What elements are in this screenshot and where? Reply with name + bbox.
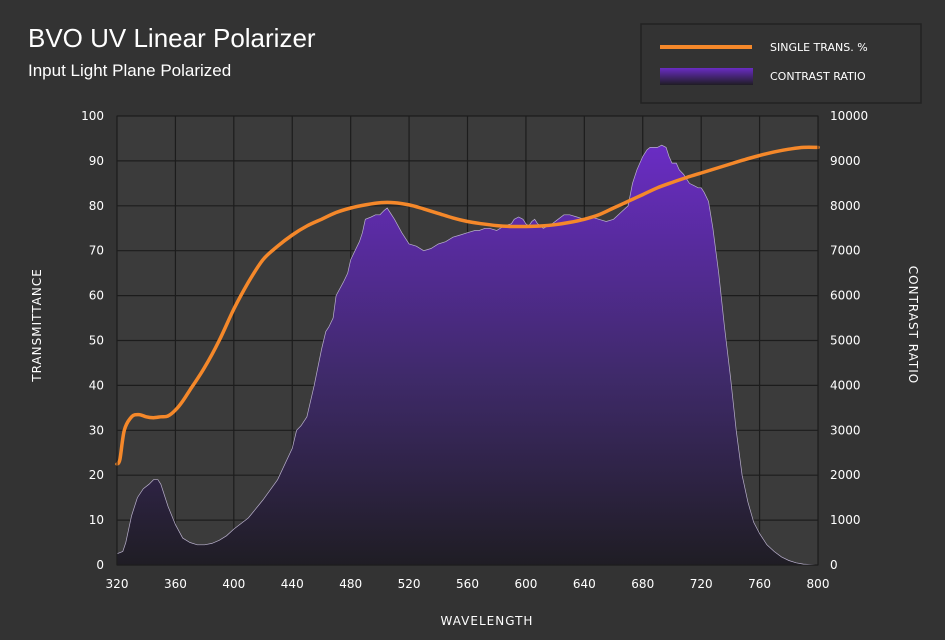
y2-tick-label: 4000 <box>830 378 861 392</box>
x-tick-label: 600 <box>514 577 537 591</box>
chart-subtitle: Input Light Plane Polarized <box>28 61 231 80</box>
x-tick-label: 800 <box>807 577 830 591</box>
y-tick-label: 90 <box>89 154 104 168</box>
y2-axis-title: CONTRAST RATIO <box>906 266 920 384</box>
x-axis-ticks: 320 360 400 440 480 520 560 600 640 680 720 760 800 <box>106 577 830 591</box>
x-tick-label: 640 <box>573 577 596 591</box>
x-tick-label: 720 <box>690 577 713 591</box>
y2-tick-label: 2000 <box>830 468 861 482</box>
y2-tick-label: 3000 <box>830 423 861 437</box>
y-tick-label: 0 <box>96 558 104 572</box>
y2-tick-label: 8000 <box>830 199 861 213</box>
legend-box <box>640 23 922 104</box>
y-tick-label: 80 <box>89 199 104 213</box>
legend-contrast-swatch <box>660 68 753 85</box>
y2-tick-label: 9000 <box>830 154 861 168</box>
y2-tick-label: 7000 <box>830 244 861 258</box>
x-tick-label: 760 <box>748 577 771 591</box>
legend: SINGLE TRANS. % CONTRAST RATIO <box>640 23 922 104</box>
x-tick-label: 320 <box>106 577 129 591</box>
x-tick-label: 400 <box>222 577 245 591</box>
chart-title: BVO UV Linear Polarizer <box>28 23 316 53</box>
legend-trans-label: SINGLE TRANS. % <box>770 41 868 54</box>
single-trans-line <box>115 145 820 466</box>
y-tick-label: 30 <box>89 423 104 437</box>
y-tick-label: 40 <box>89 378 104 392</box>
plot-frame <box>116 115 819 566</box>
x-tick-label: 440 <box>281 577 304 591</box>
y-axis-ticks: 0 10 20 30 40 50 60 70 80 90 100 <box>81 109 104 572</box>
y-tick-label: 100 <box>81 109 104 123</box>
x-tick-label: 560 <box>456 577 479 591</box>
y2-tick-label: 5000 <box>830 334 861 348</box>
y-tick-label: 60 <box>89 289 104 303</box>
y-tick-label: 50 <box>89 334 104 348</box>
x-tick-label: 360 <box>164 577 187 591</box>
y2-tick-label: 10000 <box>830 109 868 123</box>
y-tick-label: 10 <box>89 513 104 527</box>
x-tick-label: 680 <box>631 577 654 591</box>
y-tick-label: 70 <box>89 244 104 258</box>
y2-axis-ticks: 0 1000 2000 3000 4000 5000 6000 7000 8000 9000 100… <box>830 109 868 572</box>
y2-tick-label: 1000 <box>830 513 861 527</box>
legend-contrast-label: CONTRAST RATIO <box>770 70 866 83</box>
x-axis-title: WAVELENGTH <box>441 614 534 628</box>
y2-tick-label: 0 <box>830 558 838 572</box>
x-tick-label: 520 <box>398 577 421 591</box>
y2-tick-label: 6000 <box>830 289 861 303</box>
y-axis-title: TRANSMITTANCE <box>30 268 44 383</box>
contrast-ratio-area <box>116 144 819 566</box>
y-tick-label: 20 <box>89 468 104 482</box>
x-tick-label: 480 <box>339 577 362 591</box>
